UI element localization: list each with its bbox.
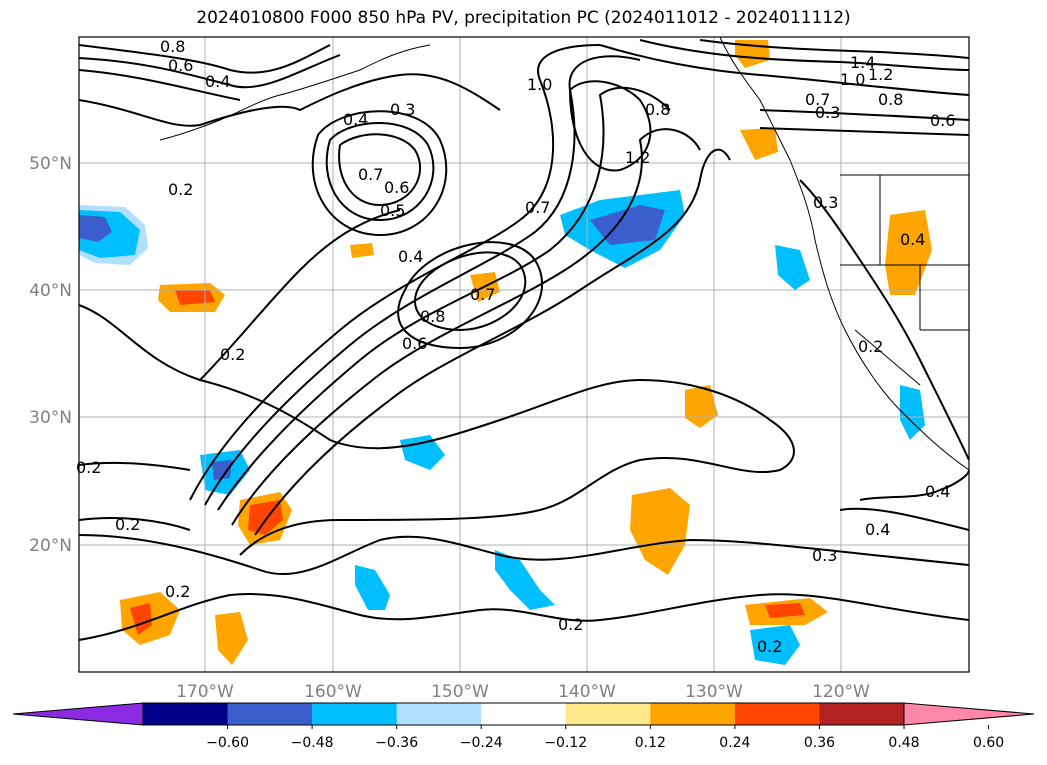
neg-patch-south: [750, 625, 800, 665]
longitude-labels: 170°W 160°W 150°W 140°W 130°W 120°W: [176, 682, 870, 702]
colorbar-tick-label: −0.12: [544, 735, 587, 751]
colorbar-extend-high: [903, 702, 1035, 726]
neg-patch-california: [900, 385, 925, 440]
contour-label: 1.0: [527, 75, 552, 94]
contour-label: 0.4: [343, 110, 368, 129]
contour-label: 0.7: [358, 165, 383, 184]
map-frame: [78, 36, 970, 673]
contour-label: 0.8: [160, 37, 185, 56]
contour-label: 0.6: [402, 334, 427, 353]
colorbar-tick-label: −0.60: [206, 735, 249, 751]
contour-label: 1.2: [868, 65, 893, 84]
colorbar-tick-label: 0.60: [973, 735, 1004, 751]
contour-label: 0.2: [165, 582, 190, 601]
colorbar-segment: [143, 703, 229, 725]
contour-label: 0.2: [757, 637, 782, 656]
colorbar-segment: [565, 703, 651, 725]
contour-label: 0.2: [858, 337, 883, 356]
colorbar-segment: [396, 703, 482, 725]
pos-patch-4: [215, 612, 248, 665]
lon-label-160w: 160°W: [304, 682, 362, 702]
contour-label: 0.4: [205, 72, 230, 91]
colorbar-frame: [142, 702, 905, 726]
gridlines: [79, 37, 969, 672]
colorbar-tick-label: 0.12: [635, 735, 666, 751]
neg-patch-west-1-strong: [79, 215, 112, 242]
neg-patch-mid-3: [355, 565, 390, 610]
lon-label-120w: 120°W: [812, 682, 870, 702]
contour-label: 0.2: [76, 458, 101, 477]
colorbar-segment: [819, 703, 905, 725]
contour-label: 1.0: [840, 70, 865, 89]
neg-patch-mid-2: [495, 550, 555, 610]
colorbar: −0.60 −0.48 −0.36 −0.24 −0.12 0.12 0.24 0.36 0.4…: [12, 702, 1035, 751]
neg-patch-hawaii-west-core: [212, 460, 232, 480]
contour-label: 0.6: [384, 178, 409, 197]
contour-label: 0.2: [115, 515, 140, 534]
contour-label: 0.7: [525, 198, 550, 217]
contour-label: 0.3: [812, 546, 837, 565]
colorbar-tick-label: −0.48: [291, 735, 334, 751]
lon-label-140w: 140°W: [558, 682, 616, 702]
contour-label: 0.4: [900, 230, 925, 249]
lon-label-150w: 150°W: [431, 682, 489, 702]
contour-label: 0.7: [805, 90, 830, 109]
colorbar-tick-label: 0.36: [804, 735, 835, 751]
colorbar-tick-label: −0.36: [375, 735, 418, 751]
contour-label: 1.2: [625, 148, 650, 167]
contour-label: 0.5: [380, 201, 405, 220]
contour-label: 0.4: [398, 247, 423, 266]
lon-label-170w: 170°W: [176, 682, 234, 702]
lon-label-130w: 130°W: [685, 682, 743, 702]
pos-patch-5: [630, 488, 690, 575]
colorbar-tick-label: 0.48: [888, 735, 919, 751]
contour-label: 0.6: [168, 56, 193, 75]
colorbar-segment: [312, 703, 398, 725]
contour-label: 0.4: [865, 520, 890, 539]
contour-label: 0.8: [645, 100, 670, 119]
pos-patch-7-strong: [765, 603, 805, 618]
contour-label: 0.7: [470, 285, 495, 304]
contour-label: 0.3: [390, 100, 415, 119]
lat-label-40n: 40°N: [29, 281, 72, 301]
lat-label-50n: 50°N: [29, 154, 72, 174]
lat-label-30n: 30°N: [29, 408, 72, 428]
contour-label: 0.2: [168, 180, 193, 199]
colorbar-tick-label: 0.24: [719, 735, 750, 751]
contour-label: 0.2: [558, 615, 583, 634]
contour-label: 0.2: [220, 345, 245, 364]
coastlines: [159, 37, 969, 471]
contour-label: 0.8: [420, 307, 445, 326]
latitude-labels: 50°N 40°N 30°N 20°N: [29, 154, 72, 556]
colorbar-segment: [650, 703, 736, 725]
contour-label: 0.4: [925, 482, 950, 501]
pos-patch-12: [350, 243, 374, 258]
colorbar-extend-low: [12, 702, 144, 726]
contour-label: 0.3: [815, 103, 840, 122]
colorbar-segment: [734, 703, 820, 725]
colorbar-tick-label: −0.24: [460, 735, 503, 751]
contour-label: 1.4: [850, 53, 875, 72]
map-title: 2024010800 F000 850 hPa PV, precipitatio…: [196, 8, 851, 28]
neg-patch-mid-1: [400, 435, 445, 470]
neg-patch-coast: [775, 245, 810, 290]
lat-label-20n: 20°N: [29, 536, 72, 556]
contour-label: 0.3: [813, 193, 838, 212]
pos-patch-10: [740, 128, 778, 160]
pos-patch-3-strong: [130, 603, 152, 635]
contour-label: 0.8: [878, 90, 903, 109]
colorbar-segment: [227, 703, 313, 725]
colorbar-segment: [481, 703, 567, 725]
pv-contours: [79, 39, 969, 641]
contour-labels: 0.8 0.6 0.4 0.3 0.4 0.7 0.6 0.5 0.2 0.4 …: [76, 37, 955, 656]
contour-label: 0.6: [930, 111, 955, 130]
